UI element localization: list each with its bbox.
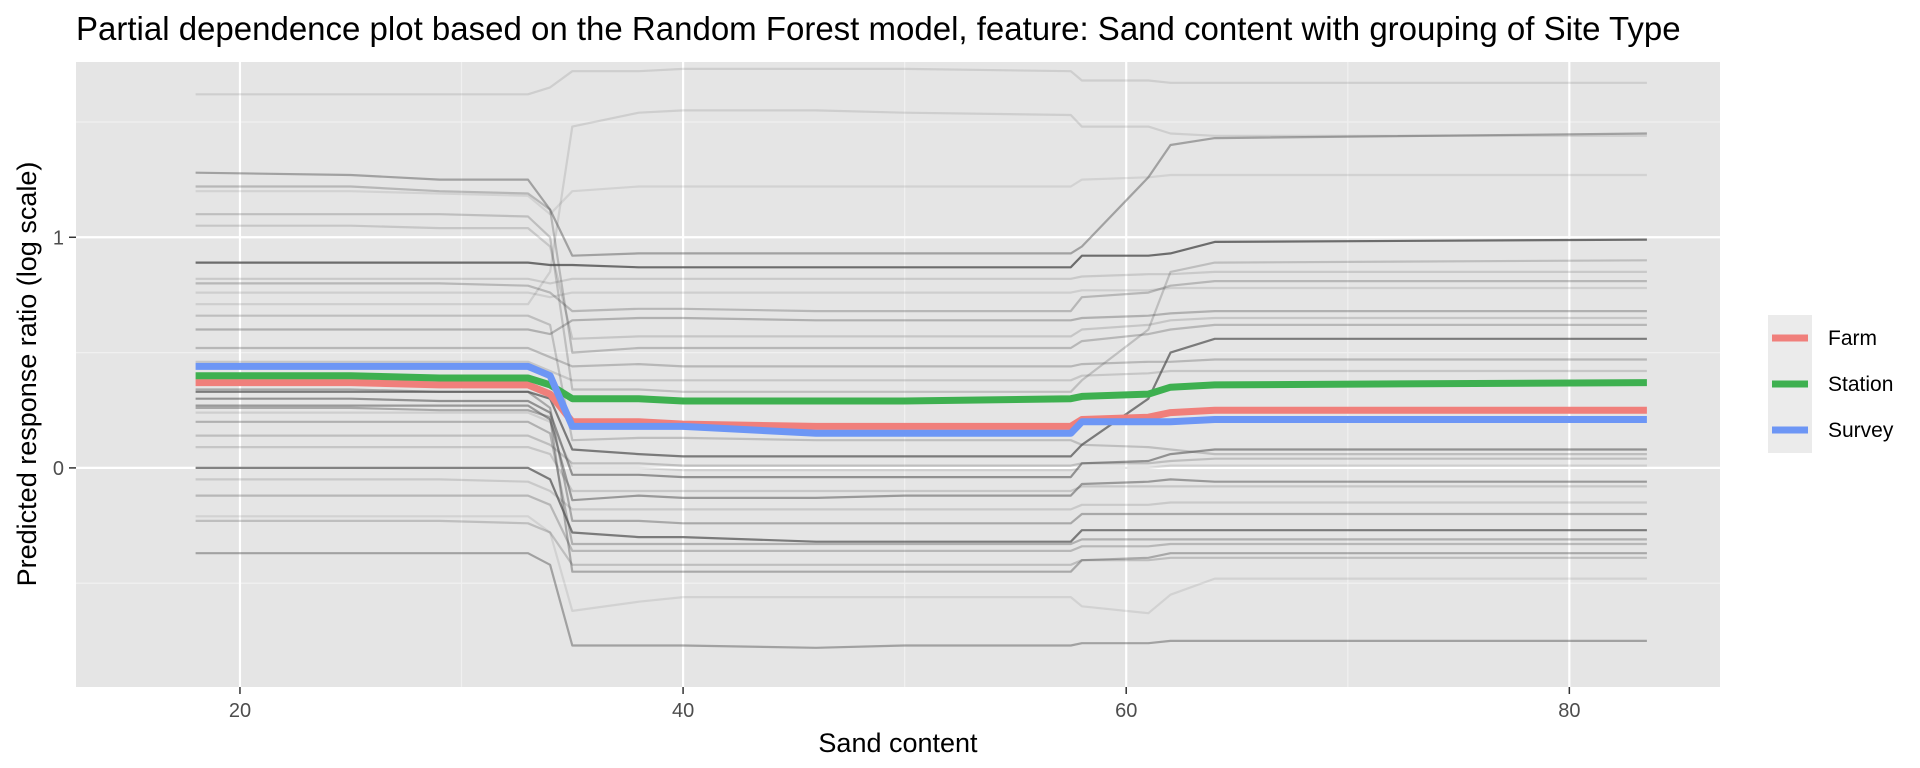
individual-line xyxy=(195,224,1647,340)
series-line-farm xyxy=(195,379,1647,430)
individual-lines xyxy=(195,67,1647,649)
individual-line xyxy=(195,310,1647,336)
individual-line xyxy=(195,411,1647,472)
individual-line xyxy=(195,67,1647,96)
individual-line xyxy=(195,238,1647,269)
individual-line xyxy=(195,519,1647,566)
individual-line xyxy=(195,406,1647,573)
legend: Farm Station Survey xyxy=(1768,315,1894,453)
individual-line xyxy=(195,286,1647,299)
y-tick-label: 1 xyxy=(53,227,64,249)
individual-line xyxy=(195,173,1647,216)
individual-line xyxy=(195,270,1647,285)
individual-line xyxy=(195,360,1647,382)
legend-label-farm: Farm xyxy=(1828,327,1877,350)
legend-label-survey: Survey xyxy=(1828,419,1894,442)
group-series-lines xyxy=(195,362,1647,437)
series-line-station xyxy=(195,372,1647,405)
individual-line xyxy=(195,552,1647,649)
individual-line xyxy=(195,337,1647,458)
individual-line xyxy=(195,478,1647,511)
x-axis-ticks: 20 40 60 80 xyxy=(229,687,1580,722)
legend-label-station: Station xyxy=(1828,373,1893,396)
individual-line xyxy=(195,388,1647,525)
chart-title: Partial dependence plot based on the Ran… xyxy=(76,10,1681,47)
x-tick-label: 20 xyxy=(229,700,251,722)
x-tick-label: 80 xyxy=(1558,700,1580,722)
individual-line xyxy=(195,515,1647,615)
individual-line xyxy=(195,420,1647,546)
minor-gridlines xyxy=(76,62,1720,687)
individual-line xyxy=(195,494,1647,553)
individual-line xyxy=(195,280,1647,313)
individual-line xyxy=(195,185,1647,354)
y-axis-ticks: 01 xyxy=(53,227,76,480)
individual-line xyxy=(195,109,1647,306)
individual-line xyxy=(195,132,1647,257)
individual-line xyxy=(195,346,1647,368)
series-line-survey xyxy=(195,362,1647,437)
y-tick-label: 0 xyxy=(53,458,64,480)
individual-line xyxy=(195,466,1647,543)
x-axis-title: Sand content xyxy=(818,728,978,758)
individual-line xyxy=(195,314,1647,456)
x-tick-label: 60 xyxy=(1115,700,1137,722)
individual-line xyxy=(195,397,1647,479)
individual-line xyxy=(195,434,1647,467)
individual-line xyxy=(195,213,1647,393)
x-tick-label: 40 xyxy=(672,700,694,722)
individual-line xyxy=(195,446,1647,493)
individual-line xyxy=(195,404,1647,502)
y-axis-title: Predicted response ratio (log scale) xyxy=(12,162,42,587)
